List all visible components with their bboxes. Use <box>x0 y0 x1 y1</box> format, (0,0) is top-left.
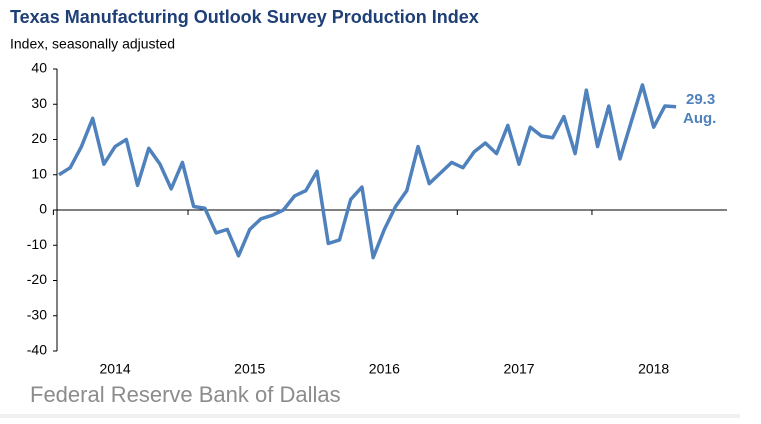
annotation: 29.3 <box>686 91 715 108</box>
y-tick-label: -20 <box>27 271 47 287</box>
x-tick-label: 2014 <box>100 361 131 377</box>
y-tick-label: -40 <box>27 342 47 358</box>
y-tick-label: 30 <box>31 95 47 111</box>
y-tick-label: 0 <box>39 201 47 217</box>
y-tick-label: -10 <box>27 236 47 252</box>
y-tick-label: 10 <box>31 165 47 181</box>
y-tick-label: -30 <box>27 306 47 322</box>
line-series <box>58 83 677 260</box>
x-tick-label: 2018 <box>638 361 669 377</box>
x-tick-label: 2015 <box>234 361 265 377</box>
y-tick-label: 40 <box>31 60 47 76</box>
source: Federal Reserve Bank of Dallas <box>30 382 341 407</box>
y-tick-label: 20 <box>31 130 47 146</box>
y-axis-label: Index, seasonally adjusted <box>10 36 175 52</box>
footer-strip <box>0 414 740 418</box>
x-tick-label: 2017 <box>503 361 534 377</box>
chart-title: Texas Manufacturing Outlook Survey Produ… <box>10 7 479 27</box>
annotation: Aug. <box>683 110 716 127</box>
x-tick-label: 2016 <box>369 361 400 377</box>
